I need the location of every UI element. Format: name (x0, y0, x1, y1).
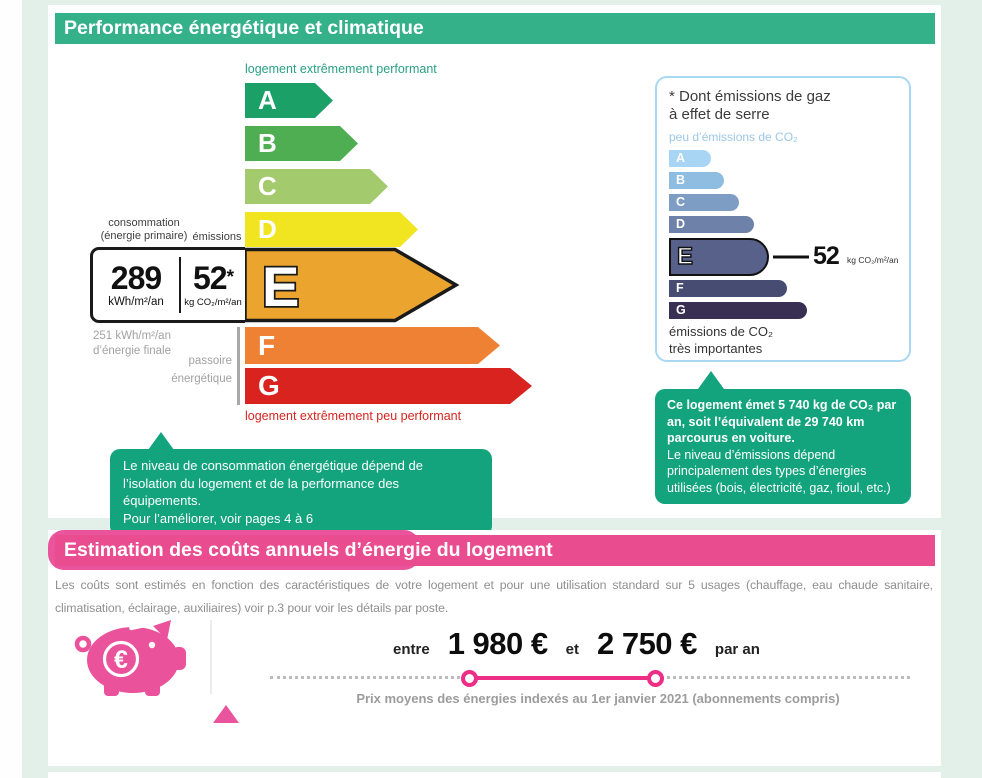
emissions-unit: kg CO₂/m²/an (184, 297, 242, 308)
energy-class-letter-c: C (258, 171, 277, 201)
co2-bar-d: D (669, 216, 754, 234)
cost-slider-range (470, 675, 656, 680)
energy-sieve-label: passoire énergétique (171, 355, 232, 385)
energy-class-letter-f: F (258, 330, 276, 361)
consumption-value: 289 (110, 260, 162, 296)
co2-letter-e: E (676, 243, 694, 271)
co2-bar-b: B (669, 172, 724, 190)
energy-callout-pointer (148, 432, 174, 450)
co2-callout: Ce logement émet 5 740 kg de CO₂ par an,… (655, 389, 911, 504)
footnote-asterisk: * (226, 267, 234, 288)
energy-class-letter-a: A (258, 85, 277, 115)
energy-class-letter-b: B (258, 128, 277, 158)
energy-class-letter-e: E (262, 255, 299, 318)
energy-class-arrow-b: B (245, 126, 358, 161)
costs-title: Estimation des coûts annuels d’énergie d… (64, 539, 553, 561)
energy-callout: Le niveau de consommation énergétique dé… (110, 449, 492, 536)
current-values-box: 289 kWh/m²/an 52* kg CO₂/m²/an (90, 247, 245, 323)
range-suffix: par an (714, 641, 760, 658)
co2-panel-title: * Dont émissions de gaz à effet de serre (669, 88, 831, 123)
co2-bar-g: G (669, 302, 807, 320)
costs-section: Estimation des coûts annuels d’énergie d… (48, 530, 941, 766)
piggy-bank-icon: € (74, 620, 186, 696)
energy-class-arrow-e-current: E (245, 247, 460, 323)
co2-letter-g: G (676, 303, 686, 318)
euro-symbol: € (114, 646, 128, 674)
co2-letter-b: B (676, 173, 686, 188)
energy-class-arrow-c: C (245, 169, 388, 204)
reduce-bill-callout-pointer (213, 705, 239, 723)
sieve-bracket-bar (237, 327, 240, 405)
co2-bar-c: C (669, 194, 739, 212)
energy-class-arrow-d: D (245, 212, 418, 247)
emissions-label: émissions (192, 231, 242, 243)
page-left-margin (0, 0, 22, 778)
consumption-unit: kWh/m²/an (108, 296, 164, 308)
values-divider (179, 257, 181, 313)
emissions-value: 52* (193, 260, 234, 296)
arrow-e-shape (245, 247, 460, 323)
consumption-value-cell: 289 kWh/m²/an (93, 250, 179, 320)
co2-scale-top-label: peu d’émissions de CO₂ (669, 130, 798, 145)
energy-class-letter-g: G (258, 370, 280, 401)
costs-caption: Prix moyens des énergies indexés au 1er … (356, 691, 840, 706)
co2-current-value: 52 (813, 242, 840, 271)
emissions-value-cell: 52* kg CO₂/m²/an (181, 250, 245, 320)
cost-max-value: 2 750 € (596, 626, 697, 661)
scale-bottom-label: logement extrêmement peu performant (245, 409, 462, 423)
energy-class-arrow-g: G (245, 368, 532, 404)
co2-emissions-panel: * Dont émissions de gaz à effet de serre… (655, 76, 911, 362)
co2-bar-e-current: E 52 kg CO₂/m²/an (669, 238, 898, 277)
co2-pointer-line (773, 255, 809, 259)
cost-min-value: 1 980 € (447, 626, 548, 661)
co2-scale-bottom-label: émissions de CO₂ très importantes (669, 324, 774, 356)
energy-class-letter-d: D (258, 214, 277, 244)
costs-description: Les coûts sont estimés en fonction des c… (55, 578, 933, 615)
co2-letter-a: A (676, 151, 686, 166)
scale-top-label: logement extrêmement performant (245, 62, 437, 76)
cost-range: entre 1 980 € et 2 750 € par an (393, 626, 760, 662)
performance-section-header: Performance énergétique et climatique (55, 13, 935, 44)
final-energy-note: 251 kWh/m²/an d’énergie finale (93, 330, 172, 357)
co2-letter-f: F (676, 281, 684, 296)
cost-slider-handle-min (461, 670, 478, 687)
performance-title: Performance énergétique et climatique (64, 17, 424, 39)
co2-current-unit: kg CO₂/m²/an (847, 255, 899, 266)
co2-letter-c: C (676, 195, 686, 210)
cost-slider-handle-max (647, 670, 664, 687)
range-prefix: entre (393, 641, 430, 658)
consumption-label: consommation (énergie primaire) (100, 217, 188, 243)
next-section-card (48, 772, 941, 778)
energy-class-arrow-a: A (245, 83, 333, 118)
costs-section-header: Estimation des coûts annuels d’énergie d… (55, 535, 935, 566)
co2-bar-a: A (669, 150, 711, 168)
vertical-divider (210, 620, 212, 694)
co2-bar-f: F (669, 280, 787, 298)
performance-section: Performance énergétique et climatique lo… (48, 5, 941, 536)
range-conjunction: et (565, 641, 579, 658)
co2-callout-pointer (698, 371, 724, 389)
energy-class-arrow-f: F (245, 327, 500, 364)
co2-letter-d: D (676, 217, 686, 232)
